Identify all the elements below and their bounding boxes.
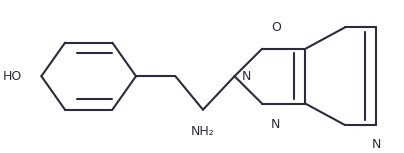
Text: N: N — [372, 138, 381, 151]
Text: N: N — [242, 70, 251, 83]
Text: HO: HO — [2, 70, 22, 83]
Text: NH₂: NH₂ — [191, 125, 215, 138]
Text: N: N — [271, 118, 281, 131]
Text: O: O — [271, 21, 281, 34]
